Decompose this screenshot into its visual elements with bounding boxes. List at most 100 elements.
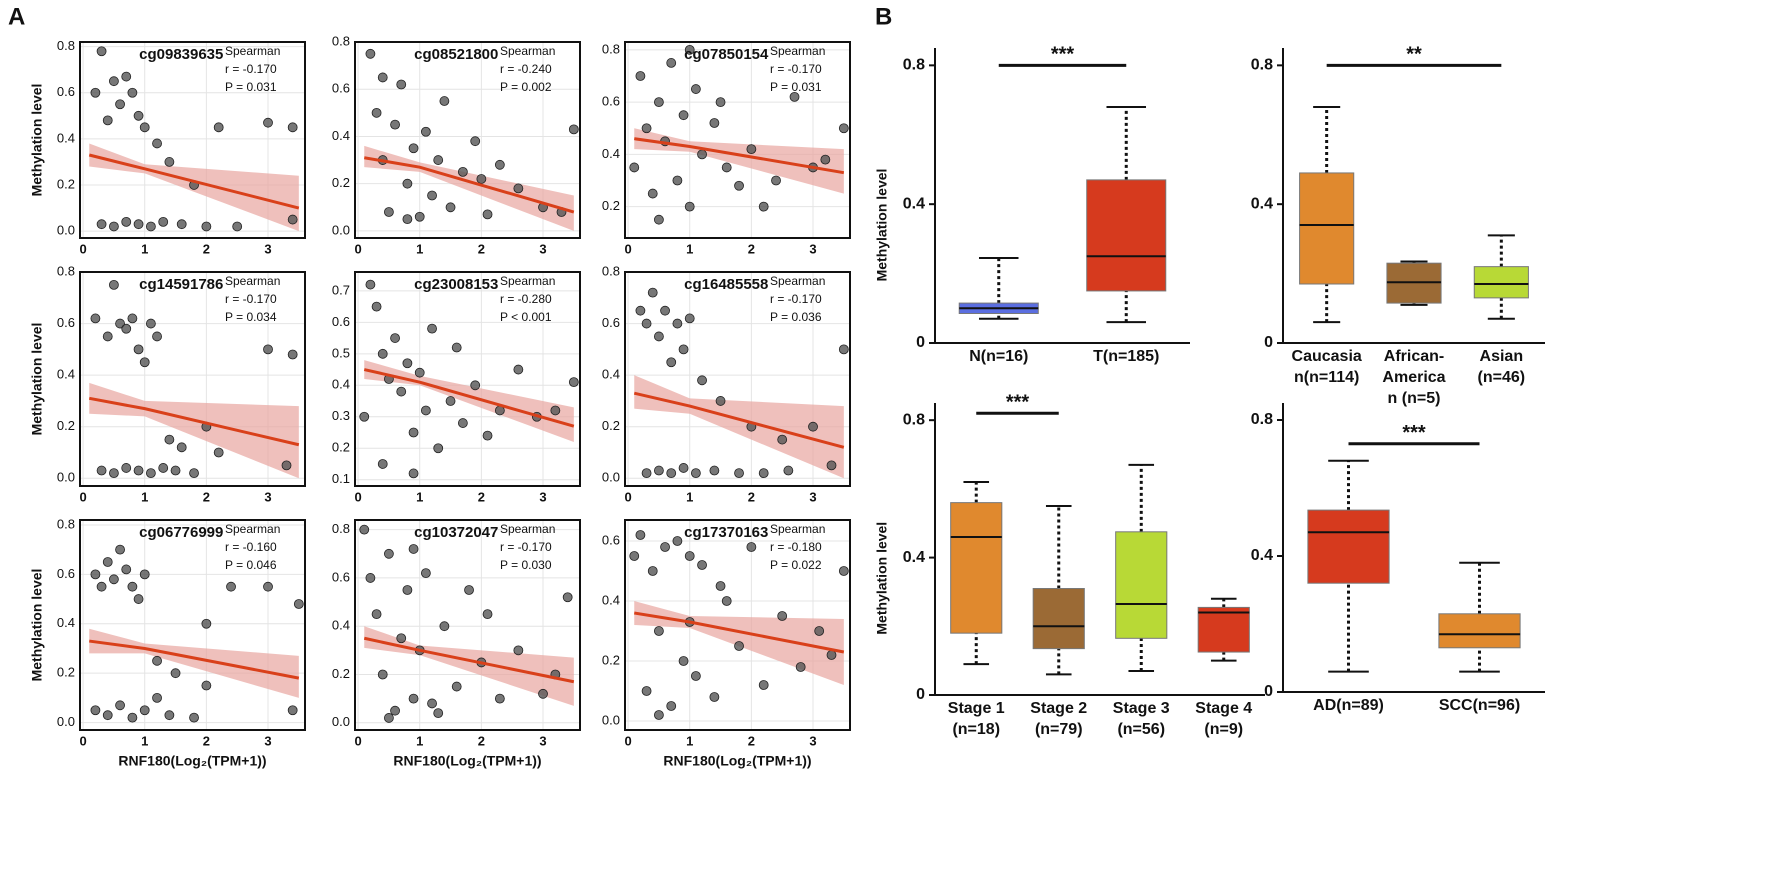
point [263,581,273,592]
point [152,138,162,149]
y-axis-label: Methylation level [29,84,45,197]
point [482,609,493,620]
point [721,596,732,606]
point [684,44,695,55]
point [420,568,431,579]
point [287,349,298,360]
point [654,465,664,476]
point [121,323,132,334]
point [734,180,744,191]
point [641,468,652,479]
point [783,465,794,476]
box [1299,172,1355,285]
x-tick-label: 3 [539,241,546,256]
y-axis-label: Methylation level [29,569,45,682]
point [482,209,493,220]
point [384,548,394,559]
y-tick-label: 0.1 [332,471,350,486]
x-tick-label: 0 [79,733,86,748]
point [109,76,119,87]
point [451,342,462,353]
x-tick-label: n(n=114) [1294,369,1359,386]
x-tick-label: Caucasia [1292,348,1362,365]
fit-line [89,639,300,680]
point [152,331,162,342]
point [758,680,769,690]
point [158,216,169,227]
point [133,219,144,230]
point [201,618,212,629]
point [121,71,132,82]
point [263,344,273,355]
point [139,569,150,580]
point [538,688,548,699]
stat-annotation: P = 0.031 [770,80,822,94]
point [377,459,388,469]
point [690,671,701,681]
point [96,46,107,57]
y-axis-label: Methylation level [874,522,890,635]
x-tick-label: (n=46) [1478,369,1526,386]
point [139,705,150,716]
point [789,91,800,102]
point [145,468,156,479]
stat-annotation: Spearman [500,522,555,536]
point [690,84,701,94]
stat-annotation: r = -0.170 [225,62,277,76]
x-tick-label: 0 [624,733,631,748]
point [647,566,658,576]
fit-line [363,636,575,684]
x-tick-label: 3 [264,241,271,256]
point [396,633,407,644]
point [439,621,450,632]
y-tick-label: 0.6 [57,84,75,99]
point [562,592,573,603]
fit-line [88,396,300,447]
point [709,692,720,702]
point [402,214,413,225]
point [396,79,407,90]
point [690,468,701,479]
point [287,122,298,133]
point [139,122,150,133]
point [654,214,664,225]
point [414,367,425,378]
x-tick-label: 3 [264,733,271,748]
point [109,279,119,290]
point [758,201,769,212]
point [102,331,113,342]
point [513,364,524,375]
x-tick-label: 0 [354,733,361,748]
x-tick-label: 3 [264,489,271,504]
x-axis-label: RNF180(Log₂(TPM+1)) [393,753,541,769]
x-tick-label: Stage 3 [1113,700,1170,717]
stat-annotation: r = -0.170 [770,292,822,306]
point [629,551,640,561]
x-tick-label: 1 [686,489,693,504]
point [709,465,720,476]
point [408,693,419,704]
x-tick-label: 1 [416,733,423,748]
stat-annotation: Spearman [770,274,825,288]
probe-title: cg23008153 [414,276,498,293]
fit-line [634,137,845,175]
x-tick-label: Stage 4 [1195,700,1252,717]
stat-annotation: r = -0.170 [770,62,822,76]
point [402,585,413,595]
stat-annotation: Spearman [500,44,555,58]
y-tick-label: 0.0 [332,222,350,237]
plot-frame [624,519,851,731]
x-tick-label: 0 [354,241,361,256]
point [771,175,781,186]
point [402,358,413,369]
probe-title: cg17370163 [684,524,768,541]
point [684,551,695,561]
stat-annotation: Spearman [770,44,825,58]
point [494,693,505,704]
probe-title: cg06776999 [139,524,223,541]
box [950,502,1003,634]
y-tick-label: 0 [916,334,925,351]
significance-label: *** [1402,422,1426,444]
y-tick-label: 0.4 [1251,195,1273,212]
point [390,119,400,130]
